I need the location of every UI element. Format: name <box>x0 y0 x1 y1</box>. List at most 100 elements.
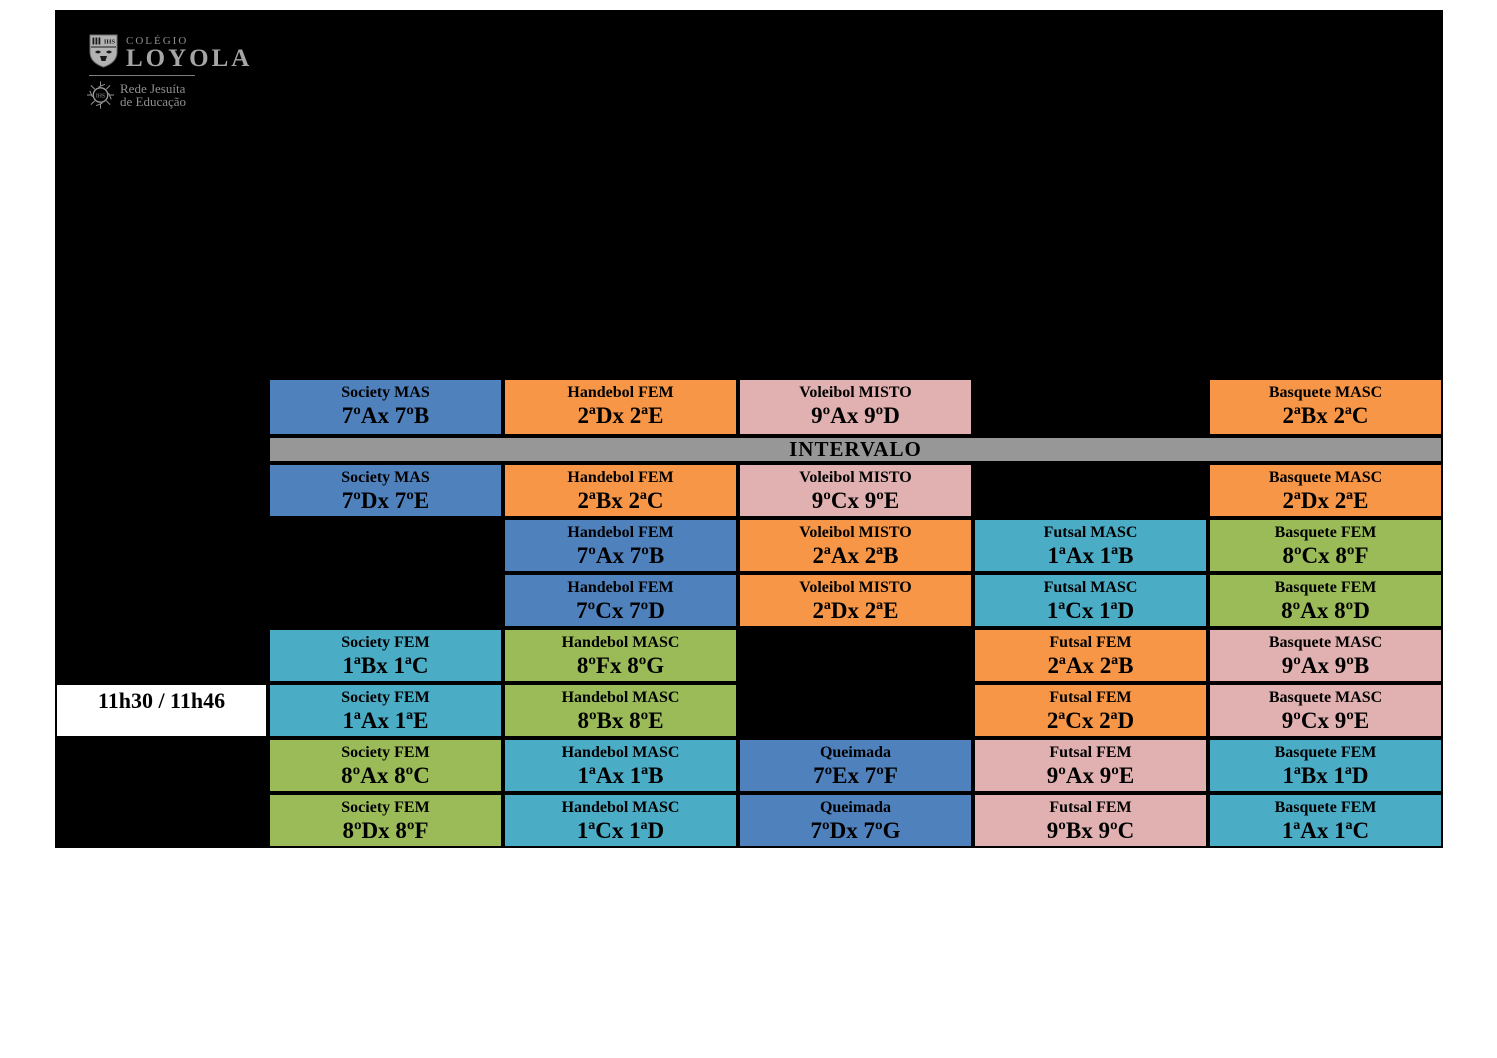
match-label: 9ºAx 9ºB <box>1281 653 1370 678</box>
svg-text:IHS: IHS <box>104 39 116 46</box>
match-cell: Voleibol MISTO 9ºAx 9ºD <box>738 378 973 436</box>
match-cell: Handebol FEM 7ºCx 7ºD <box>503 573 738 628</box>
match-cell: Basquete MASC 9ºAx 9ºB <box>1208 628 1443 683</box>
sport-label: Voleibol MISTO <box>799 384 912 401</box>
sport-label: Basquete MASC <box>1268 384 1383 401</box>
match-cell: Society FEM 8ºAx 8ºC <box>268 738 503 793</box>
match-cell: Society FEM 1ªAx 1ªE <box>268 683 503 738</box>
match-cell: Basquete FEM 1ªBx 1ªD <box>1208 738 1443 793</box>
sport-label: Society MAS <box>341 469 430 486</box>
sport-label: Futsal FEM <box>1049 799 1132 816</box>
match-label: 8ºDx 8ºF <box>342 818 429 843</box>
sport-label: Society FEM <box>341 799 430 816</box>
match-label: 1ªAx 1ªB <box>577 763 664 788</box>
empty-cell <box>268 518 503 573</box>
match-label: 7ºEx 7ºF <box>813 763 898 788</box>
match-cell: Futsal FEM 9ºAx 9ºE <box>973 738 1208 793</box>
match-cell: Society MAS 7ºAx 7ºB <box>268 378 503 436</box>
match-label: 1ªBx 1ªC <box>342 653 429 678</box>
match-cell: Basquete FEM 1ªAx 1ªC <box>1208 793 1443 848</box>
match-label: 2ªBx 2ªC <box>1282 403 1369 428</box>
match-label: 7ºAx 7ºB <box>341 403 430 428</box>
match-label: 1ªCx 1ªD <box>576 818 665 843</box>
schedule-sheet: IHS COLÉGIO LOYOLA <box>55 10 1443 848</box>
match-cell: Handebol FEM 7ºAx 7ºB <box>503 518 738 573</box>
match-label: 2ªAx 2ªB <box>1047 653 1134 678</box>
time-column-empty <box>55 518 268 573</box>
match-label: 2ªBx 2ªC <box>577 488 664 513</box>
match-cell: Handebol FEM 2ªBx 2ªC <box>503 463 738 518</box>
sport-label: Handebol MASC <box>561 689 680 706</box>
network-line1: Rede Jesuíta <box>120 81 186 96</box>
sport-label: Queimada <box>819 799 892 816</box>
sport-label: Society MAS <box>341 384 430 401</box>
match-label: 7ºAx 7ºB <box>576 543 665 568</box>
match-cell: Handebol MASC 1ªAx 1ªB <box>503 738 738 793</box>
match-cell: Voleibol MISTO 2ªDx 2ªE <box>738 573 973 628</box>
sport-label: Futsal FEM <box>1049 689 1132 706</box>
time-column-empty <box>55 378 268 436</box>
network-name: Rede Jesuíta de Educação <box>120 82 186 108</box>
match-cell: Futsal MASC 1ªAx 1ªB <box>973 518 1208 573</box>
sport-label: Voleibol MISTO <box>799 524 912 541</box>
sport-label: Handebol MASC <box>561 799 680 816</box>
match-cell: Queimada 7ºEx 7ºF <box>738 738 973 793</box>
sport-label: Queimada <box>819 744 892 761</box>
match-label: 8ºCx 8ºF <box>1282 543 1369 568</box>
time-column-empty <box>55 573 268 628</box>
empty-cell <box>973 463 1208 518</box>
match-cell: Queimada 7ºDx 7ºG <box>738 793 973 848</box>
match-cell: Society MAS 7ºDx 7ºE <box>268 463 503 518</box>
time-column-empty <box>55 793 268 848</box>
schedule-row: Society MAS 7ºDx 7ºE Handebol FEM 2ªBx 2… <box>55 463 1443 518</box>
schedule-row: Society MAS 7ºAx 7ºB Handebol FEM 2ªDx 2… <box>55 378 1443 436</box>
sport-label: Society FEM <box>341 634 430 651</box>
sport-label: Handebol MASC <box>561 634 680 651</box>
empty-cell <box>268 573 503 628</box>
match-cell: Futsal FEM 2ªCx 2ªD <box>973 683 1208 738</box>
match-label: 9ºBx 9ºC <box>1046 818 1135 843</box>
time-column-empty <box>55 436 268 463</box>
match-cell: Basquete MASC 2ªDx 2ªE <box>1208 463 1443 518</box>
match-cell: Basquete MASC 9ºCx 9ºE <box>1208 683 1443 738</box>
match-label: 2ªDx 2ªE <box>577 403 664 428</box>
sport-label: Basquete FEM <box>1274 744 1377 761</box>
match-cell: Handebol MASC 8ºFx 8ºG <box>503 628 738 683</box>
logo: IHS COLÉGIO LOYOLA <box>87 34 253 109</box>
time-column-empty <box>55 738 268 793</box>
time-column-empty <box>55 463 268 518</box>
match-label: 7ºDx 7ºE <box>341 488 430 513</box>
match-label: 8ºAx 8ºC <box>341 763 430 788</box>
match-cell: Futsal FEM 2ªAx 2ªB <box>973 628 1208 683</box>
empty-cell <box>973 378 1208 436</box>
schedule-row: Society FEM 8ºAx 8ºC Handebol MASC 1ªAx … <box>55 738 1443 793</box>
interval-bar: INTERVALO <box>268 436 1443 463</box>
loyola-shield-icon: IHS <box>89 34 118 68</box>
sport-label: Basquete FEM <box>1274 799 1377 816</box>
svg-text:IHS: IHS <box>96 93 105 99</box>
sport-label: Basquete FEM <box>1274 579 1377 596</box>
match-label: 2ªDx 2ªE <box>812 598 899 623</box>
schedule-row: Handebol FEM 7ºAx 7ºB Voleibol MISTO 2ªA… <box>55 518 1443 573</box>
interval-row: INTERVALO <box>55 436 1443 463</box>
school-name-small: COLÉGIO <box>126 35 189 47</box>
match-cell: Futsal MASC 1ªCx 1ªD <box>973 573 1208 628</box>
school-name-large: LOYOLA <box>126 45 253 72</box>
match-label: 7ºDx 7ºG <box>810 818 901 843</box>
sport-label: Futsal MASC <box>1043 524 1138 541</box>
sport-label: Handebol MASC <box>561 744 680 761</box>
match-label: 1ªBx 1ªD <box>1282 763 1369 788</box>
match-label: 1ªAx 1ªB <box>1047 543 1134 568</box>
match-cell: Basquete MASC 2ªBx 2ªC <box>1208 378 1443 436</box>
sport-label: Basquete MASC <box>1268 469 1383 486</box>
sport-label: Voleibol MISTO <box>799 579 912 596</box>
sport-label: Basquete MASC <box>1268 634 1383 651</box>
empty-cell <box>738 683 973 738</box>
match-cell: Society FEM 1ªBx 1ªC <box>268 628 503 683</box>
network-line2: de Educação <box>120 94 187 109</box>
match-label: 9ºAx 9ºE <box>1046 763 1135 788</box>
match-cell: Basquete FEM 8ºAx 8ºD <box>1208 573 1443 628</box>
logo-divider <box>89 75 195 76</box>
match-cell: Futsal FEM 9ºBx 9ºC <box>973 793 1208 848</box>
sport-label: Handebol FEM <box>567 579 674 596</box>
